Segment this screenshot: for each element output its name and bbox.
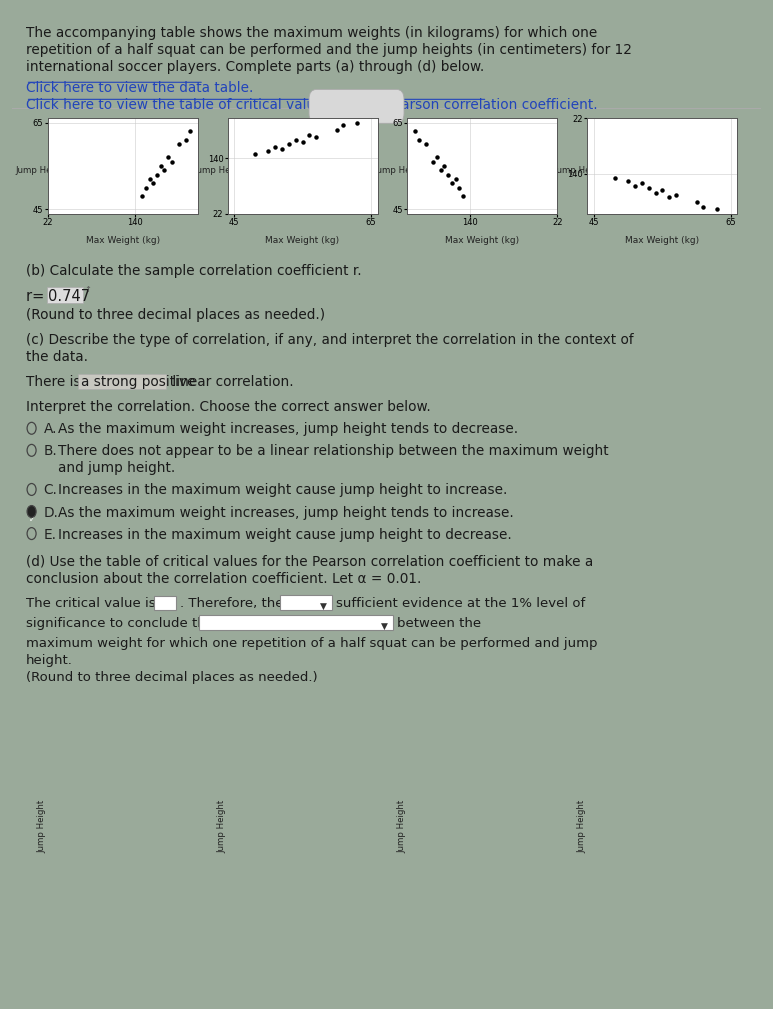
Text: (d) Use the table of critical values for the Pearson correlation coefficient to : (d) Use the table of critical values for… [26, 555, 593, 569]
Text: Max Weight (kg): Max Weight (kg) [445, 236, 519, 245]
Bar [199, 614, 393, 630]
Text: E.: E. [43, 528, 56, 542]
Text: Jump Height: Jump Height [375, 166, 428, 175]
Text: (Round to three decimal places as needed.): (Round to three decimal places as needed… [26, 671, 317, 684]
Text: Click here to view the data table.: Click here to view the data table. [26, 82, 253, 95]
Text: ▼: ▼ [381, 622, 388, 631]
Text: Jump Height: Jump Height [37, 800, 46, 854]
Text: a strong positive: a strong positive [80, 375, 195, 389]
Text: Jump Height: Jump Height [195, 166, 248, 175]
Text: (c) Describe the type of correlation, if any, and interpret the correlation in t: (c) Describe the type of correlation, if… [26, 333, 633, 347]
Text: Increases in the maximum weight cause jump height to increase.: Increases in the maximum weight cause ju… [57, 483, 507, 497]
Text: Interpret the correlation. Choose the correct answer below.: Interpret the correlation. Choose the co… [26, 401, 431, 415]
Text: There is: There is [26, 375, 80, 389]
Text: linear correlation.: linear correlation. [168, 375, 293, 389]
Text: ↑: ↑ [84, 285, 91, 294]
Text: As the maximum weight increases, jump height tends to increase.: As the maximum weight increases, jump he… [57, 506, 513, 520]
Bar [280, 594, 332, 609]
Text: The critical value is: The critical value is [26, 596, 155, 609]
Text: D.: D. [43, 506, 59, 520]
FancyBboxPatch shape [309, 90, 404, 123]
Text: sufficient evidence at the 1% level of: sufficient evidence at the 1% level of [335, 596, 584, 609]
Text: significance to conclude that: significance to conclude that [26, 616, 219, 630]
Text: · · ·: · · · [348, 102, 365, 112]
Text: C.: C. [43, 483, 57, 497]
Text: Jump Height: Jump Height [577, 800, 586, 854]
Text: Jump Height: Jump Height [397, 800, 406, 854]
Text: The accompanying table shows the maximum weights (in kilograms) for which one: The accompanying table shows the maximum… [26, 26, 597, 40]
Text: As the maximum weight increases, jump height tends to decrease.: As the maximum weight increases, jump he… [57, 422, 518, 436]
Text: Max Weight (kg): Max Weight (kg) [265, 236, 339, 245]
Text: Max Weight (kg): Max Weight (kg) [86, 236, 160, 245]
Text: 0.747: 0.747 [48, 289, 90, 304]
Text: Increases in the maximum weight cause jump height to decrease.: Increases in the maximum weight cause ju… [57, 528, 511, 542]
Text: the data.: the data. [26, 350, 87, 364]
Text: international soccer players. Complete parts (a) through (d) below.: international soccer players. Complete p… [26, 61, 484, 75]
Text: maximum weight for which one repetition of a half squat can be performed and jum: maximum weight for which one repetition … [26, 637, 597, 650]
Bar [154, 595, 175, 609]
Text: height.: height. [26, 654, 73, 667]
Bar [46, 287, 83, 303]
Text: Click here to view the table of critical values for the Pearson correlation coef: Click here to view the table of critical… [26, 98, 598, 112]
Text: . Therefore, there: . Therefore, there [179, 596, 297, 609]
Text: Jump Height: Jump Height [555, 166, 608, 175]
Bar [77, 374, 165, 389]
Text: There does not appear to be a linear relationship between the maximum weight: There does not appear to be a linear rel… [57, 444, 608, 458]
Text: B.: B. [43, 444, 57, 458]
Text: Jump Height: Jump Height [217, 800, 226, 854]
Text: Jump Height: Jump Height [15, 166, 68, 175]
Text: repetition of a half squat can be performed and the jump heights (in centimeters: repetition of a half squat can be perfor… [26, 43, 632, 58]
Text: ▼: ▼ [320, 601, 327, 610]
Text: between the: between the [397, 616, 482, 630]
Text: r=: r= [26, 289, 49, 304]
Text: conclusion about the correlation coefficient. Let α = 0.01.: conclusion about the correlation coeffic… [26, 572, 421, 585]
Text: ✓: ✓ [29, 515, 35, 524]
Circle shape [27, 506, 36, 518]
Text: (Round to three decimal places as needed.): (Round to three decimal places as needed… [26, 308, 325, 322]
Text: Max Weight (kg): Max Weight (kg) [625, 236, 700, 245]
Text: (b) Calculate the sample correlation coefficient r.: (b) Calculate the sample correlation coe… [26, 263, 361, 277]
Text: and jump height.: and jump height. [57, 461, 175, 475]
Text: A.: A. [43, 422, 57, 436]
